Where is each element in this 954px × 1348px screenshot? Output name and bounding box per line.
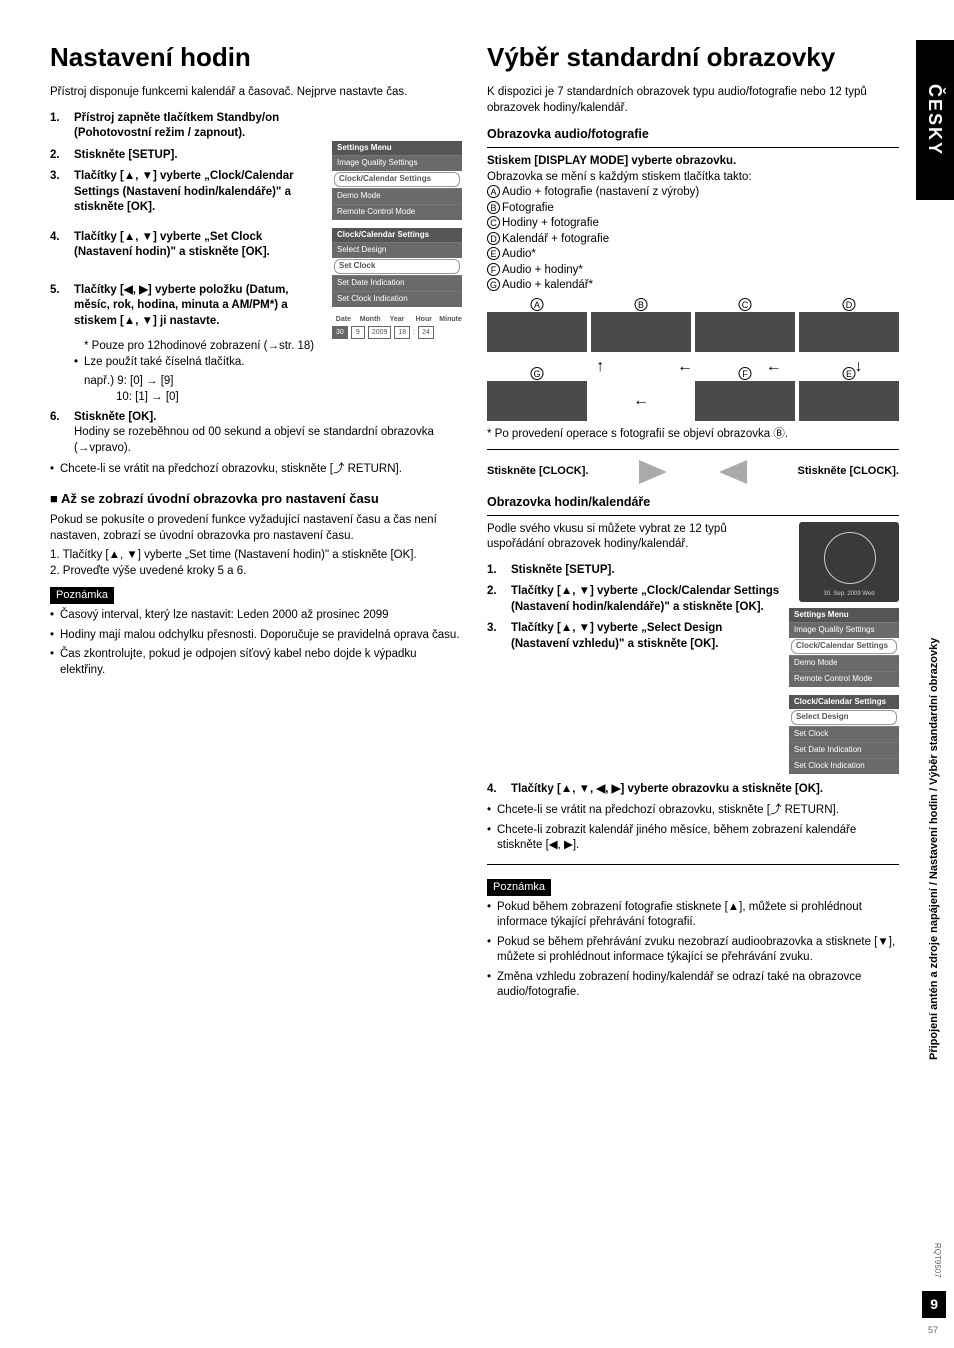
step-3: 3.Tlačítky [▲, ▼] vyberte „Clock/Calenda… <box>74 169 322 216</box>
note-label-left: Poznámka <box>50 587 114 604</box>
screens-row2: G ← F E <box>487 381 899 421</box>
display-mode-box: Stiskem [DISPLAY MODE] vyberte obrazovku… <box>487 147 899 450</box>
lang-tab: ČESKY <box>916 40 954 200</box>
screens-row1: A B C D <box>487 312 899 352</box>
clock-preview: 30. Sep. 2009 Wed <box>799 522 899 602</box>
sub-step-1: 1. Tlačítky [▲, ▼] vyberte „Set time (Na… <box>50 548 462 564</box>
step5-ex2: 10: [1] → [0] <box>74 390 462 406</box>
step-1: 1.Přístroj zapněte tlačítkem Standby/on … <box>74 111 322 142</box>
note-r1: Pokud během zobrazení fotografie stiskne… <box>487 900 899 931</box>
afterB2: Chcete-li zobrazit kalendář jiného měsíc… <box>487 823 899 854</box>
arrow-row: ↑←←↓ <box>487 356 899 378</box>
rstep-3: 3.Tlačítky [▲, ▼] vyberte „Select Design… <box>511 621 781 652</box>
note-r3: Změna vzhledu zobrazení hodiny/kalendář … <box>487 970 899 1001</box>
rstep-1: 1.Stiskněte [SETUP]. <box>511 563 781 579</box>
settings-menu-1: Settings Menu Image Quality Settings Clo… <box>332 141 462 220</box>
step-6: 6.Stiskněte [OK]. Hodiny se rozeběhnou o… <box>74 410 462 457</box>
note-l1: Časový interval, který lze nastavit: Led… <box>50 608 462 624</box>
left-title: Nastavení hodin <box>50 40 462 75</box>
arrow-right-icon <box>639 460 667 484</box>
step5-note1: * Pouze pro 12hodinové zobrazení (→str. … <box>74 339 462 355</box>
doc-code: RQT9507 <box>931 1243 942 1278</box>
settings-menu-2: Clock/Calendar Settings Select Design Se… <box>332 228 462 307</box>
sub-a: Obrazovka audio/fotografie <box>487 126 899 143</box>
step5-ex1: např.) 9: [0] → [9] <box>74 374 462 390</box>
right-column: Výběr standardní obrazovky K dispozici j… <box>487 40 924 1005</box>
date-entry: Date Month Year Hour Minute 30 9 2009 18… <box>332 315 462 340</box>
rstep-4: 4.Tlačítky [▲, ▼, ◀, ▶] vyberte obrazovk… <box>511 782 899 798</box>
note-r2: Pokud se během přehrávání zvuku nezobraz… <box>487 935 899 966</box>
note-label-right: Poznámka <box>487 879 551 896</box>
left-column: Nastavení hodin Přístroj disponuje funkc… <box>50 40 462 1005</box>
afterB1: Chcete-li se vrátit na předchozí obrazov… <box>487 803 899 819</box>
settings-menu-r1: Settings Menu Image Quality Settings Clo… <box>789 608 899 687</box>
step-5: 5.Tlačítky [◀, ▶] vyberte položku (Datum… <box>74 283 322 330</box>
step5-note2: Lze použít také číselná tlačítka. <box>74 355 462 371</box>
subheading: Až se zobrazí úvodní obrazovka pro nasta… <box>50 490 462 508</box>
abs-page: 57 <box>928 1324 938 1336</box>
side-breadcrumb: Připojení antén a zdroje napájení / Nast… <box>927 360 942 1060</box>
step-2: 2.Stiskněte [SETUP]. <box>74 148 322 164</box>
note-l3: Čas zkontrolujte, pokud je odpojen síťov… <box>50 647 462 678</box>
press-clock-row: Stiskněte [CLOCK]. Stiskněte [CLOCK]. <box>487 460 899 484</box>
clock-cal-box: Podle svého vkusu si můžete vybrat ze 12… <box>487 515 899 865</box>
para2: Pokud se pokusíte o provedení funkce vyž… <box>50 513 462 544</box>
left-intro: Přístroj disponuje funkcemi kalendář a č… <box>50 85 462 101</box>
step-4: 4.Tlačítky [▲, ▼] vyberte „Set Clock (Na… <box>74 230 322 261</box>
arrow-left-icon <box>719 460 747 484</box>
right-title: Výběr standardní obrazovky <box>487 40 899 75</box>
settings-menu-r2: Clock/Calendar Settings Select Design Se… <box>789 695 899 774</box>
note-l2: Hodiny mají malou odchylku přesnosti. Do… <box>50 628 462 644</box>
after-grid: * Po provedení operace s fotografií se o… <box>487 427 899 443</box>
return-note: Chcete-li se vrátit na předchozí obrazov… <box>50 462 462 478</box>
right-intro: K dispozici je 7 standardních obrazovek … <box>487 85 899 116</box>
sub-b: Obrazovka hodin/kalendáře <box>487 494 899 511</box>
rstep-2: 2.Tlačítky [▲, ▼] vyberte „Clock/Calenda… <box>511 584 781 615</box>
sub-step-2: 2. Proveďte výše uvedené kroky 5 a 6. <box>50 564 462 580</box>
page-number: 9 <box>922 1291 946 1318</box>
